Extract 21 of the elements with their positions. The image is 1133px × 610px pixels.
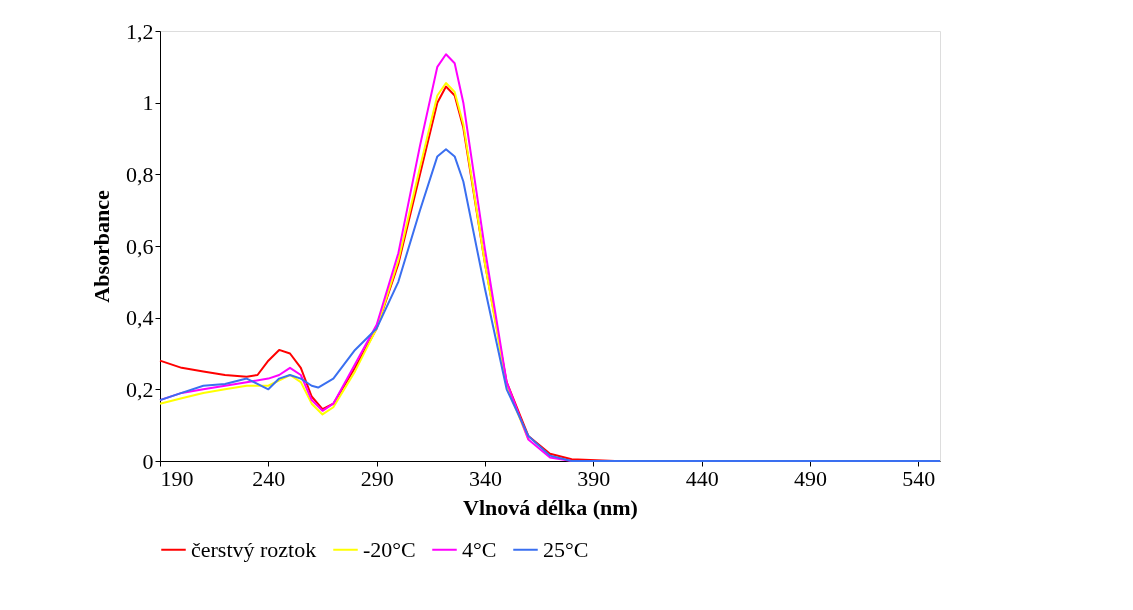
y-tick-label: 1,2: [126, 18, 154, 44]
legend-label: -20°C: [363, 536, 416, 562]
x-tick-label: 240: [252, 465, 286, 491]
y-tick-label: 0,8: [126, 161, 154, 187]
x-tick-label: 540: [902, 465, 936, 491]
y-tick-label: 0,2: [126, 376, 154, 402]
x-tick-label: 390: [577, 465, 611, 491]
x-axis-title: Vlnová délka (nm): [463, 494, 638, 520]
x-tick-label: 290: [360, 465, 394, 491]
legend-label: 25°C: [543, 536, 589, 562]
y-tick-label: 0,6: [126, 233, 154, 259]
y-tick-label: 1: [142, 90, 154, 116]
x-tick-label: 490: [794, 465, 827, 491]
legend-label: 4°C: [462, 536, 497, 562]
x-tick-label: 340: [469, 465, 502, 491]
legend-label: čerstvý roztok: [191, 536, 317, 562]
y-axis-title: Absorbance: [89, 190, 114, 303]
y-tick-label: 0,4: [126, 305, 154, 331]
y-tick-label: 0: [142, 448, 154, 474]
x-tick-label: 440: [685, 465, 719, 491]
x-tick-label: 190: [160, 465, 194, 491]
